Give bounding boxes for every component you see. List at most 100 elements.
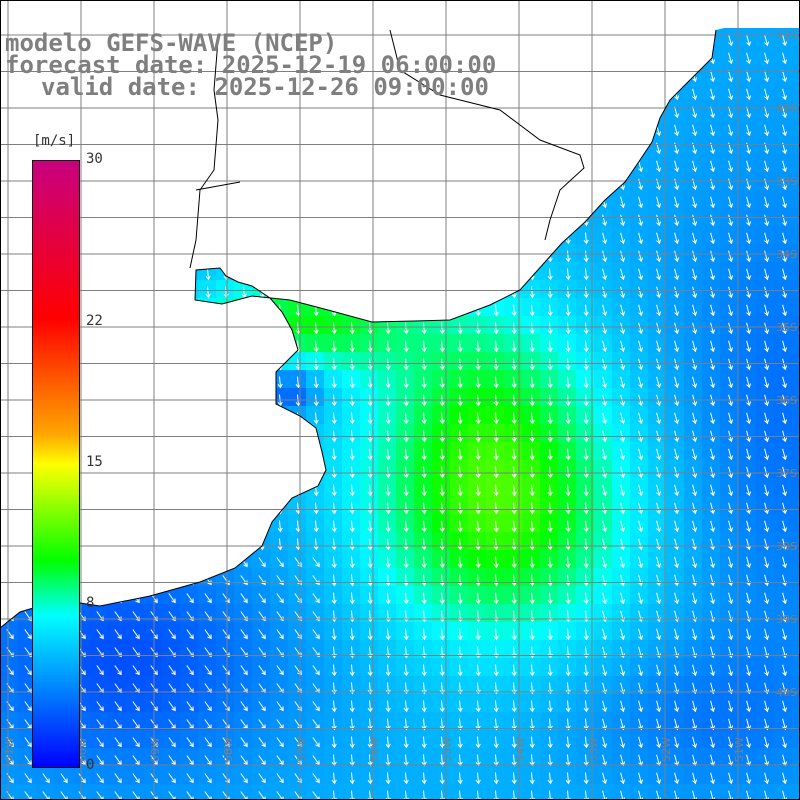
wind-arrow [692,772,698,785]
wind-arrow [403,502,409,515]
wind-arrow [529,592,535,605]
wind-arrow [620,466,626,479]
wind-arrow [457,592,463,605]
wind-arrow [421,376,427,389]
wind-speed-cell [198,748,217,767]
wind-arrow [114,701,122,712]
wind-speed-cell [216,784,235,800]
wind-arrow [168,701,176,712]
wind-speed-cell [126,676,145,695]
wind-speed-cell [18,694,37,713]
wind-speed-cell [306,748,325,767]
wind-speed-cell [18,712,37,731]
wind-arrow [583,574,589,587]
wind-arrow [439,322,445,335]
wind-arrow [728,88,734,101]
wind-arrow [349,592,355,605]
wind-arrow [764,34,770,47]
wind-arrow [547,448,553,461]
wind-arrow [186,629,194,640]
wind-arrow [638,502,644,515]
wind-speed-cell [216,766,235,785]
wind-arrow [620,196,626,209]
wind-arrow [529,556,535,569]
wind-arrow [674,718,680,731]
wind-arrow [24,773,32,784]
wind-arrow [385,556,391,569]
wind-arrow [602,736,608,749]
wind-speed-cell [216,748,235,767]
wind-arrow [728,700,734,713]
wind-arrow [547,412,553,425]
wind-speed-cell [18,676,37,695]
wind-arrow [565,556,571,569]
wind-arrow [24,701,32,712]
wind-speed-cell [792,586,800,605]
wind-arrow [367,700,373,713]
wind-speed-cell [162,640,181,659]
longitude-label: 52W [660,737,673,762]
wind-speed-cell [198,676,217,695]
wind-arrow [710,304,716,317]
wind-arrow [656,556,662,569]
wind-arrow [602,214,608,227]
wind-arrow [638,160,644,173]
wind-arrow [114,773,122,784]
wind-arrow [746,466,752,479]
wind-speed-cell [144,676,163,695]
wind-arrow [656,772,662,785]
wind-arrow [782,268,788,281]
wind-speed-cell [0,730,19,749]
wind-speed-cell [252,604,271,623]
wind-arrow [240,665,248,676]
wind-arrow [638,232,644,245]
wind-speed-cell [306,550,325,569]
wind-arrow [547,376,553,389]
wind-arrow [674,736,680,749]
wind-arrow [186,737,194,748]
wind-arrow [421,718,427,731]
wind-arrow [728,502,734,515]
wind-arrow [313,538,319,551]
wind-speed-cell [270,550,289,569]
wind-arrow [764,448,770,461]
wind-arrow [710,520,716,533]
wind-arrow [204,665,212,676]
longitude-label: 57W [295,737,308,762]
wind-speed-cell [252,766,271,785]
wind-arrow [24,737,32,748]
wind-arrow [782,772,788,785]
wind-arrow [421,574,427,587]
wind-speed-cell [18,640,37,659]
wind-arrow [475,448,481,461]
wind-speed-cell [162,784,181,800]
wind-speed-cell [180,622,199,641]
wind-arrow [764,214,770,227]
wind-arrow [367,466,373,479]
wind-arrow [692,628,698,641]
wind-arrow [692,250,698,263]
wind-arrow [764,268,770,281]
wind-arrow [620,520,626,533]
wind-speed-cell [126,658,145,677]
wind-arrow [493,304,499,317]
wind-arrow [782,484,788,497]
wind-arrow [511,340,517,353]
wind-arrow [385,574,391,587]
wind-arrow [764,628,770,641]
wind-arrow [764,286,770,299]
wind-arrow [511,700,517,713]
wind-arrow [475,502,481,515]
wind-arrow [349,484,355,497]
wind-arrow [728,538,734,551]
wind-arrow [583,250,589,263]
wind-arrow [746,736,752,749]
wind-speed-cell [18,622,37,641]
wind-arrow [638,484,644,497]
wind-speed-cell [0,694,19,713]
wind-arrow [565,718,571,731]
wind-arrow [511,448,517,461]
wind-arrow [674,376,680,389]
wind-arrow [710,484,716,497]
wind-arrow [674,286,680,299]
